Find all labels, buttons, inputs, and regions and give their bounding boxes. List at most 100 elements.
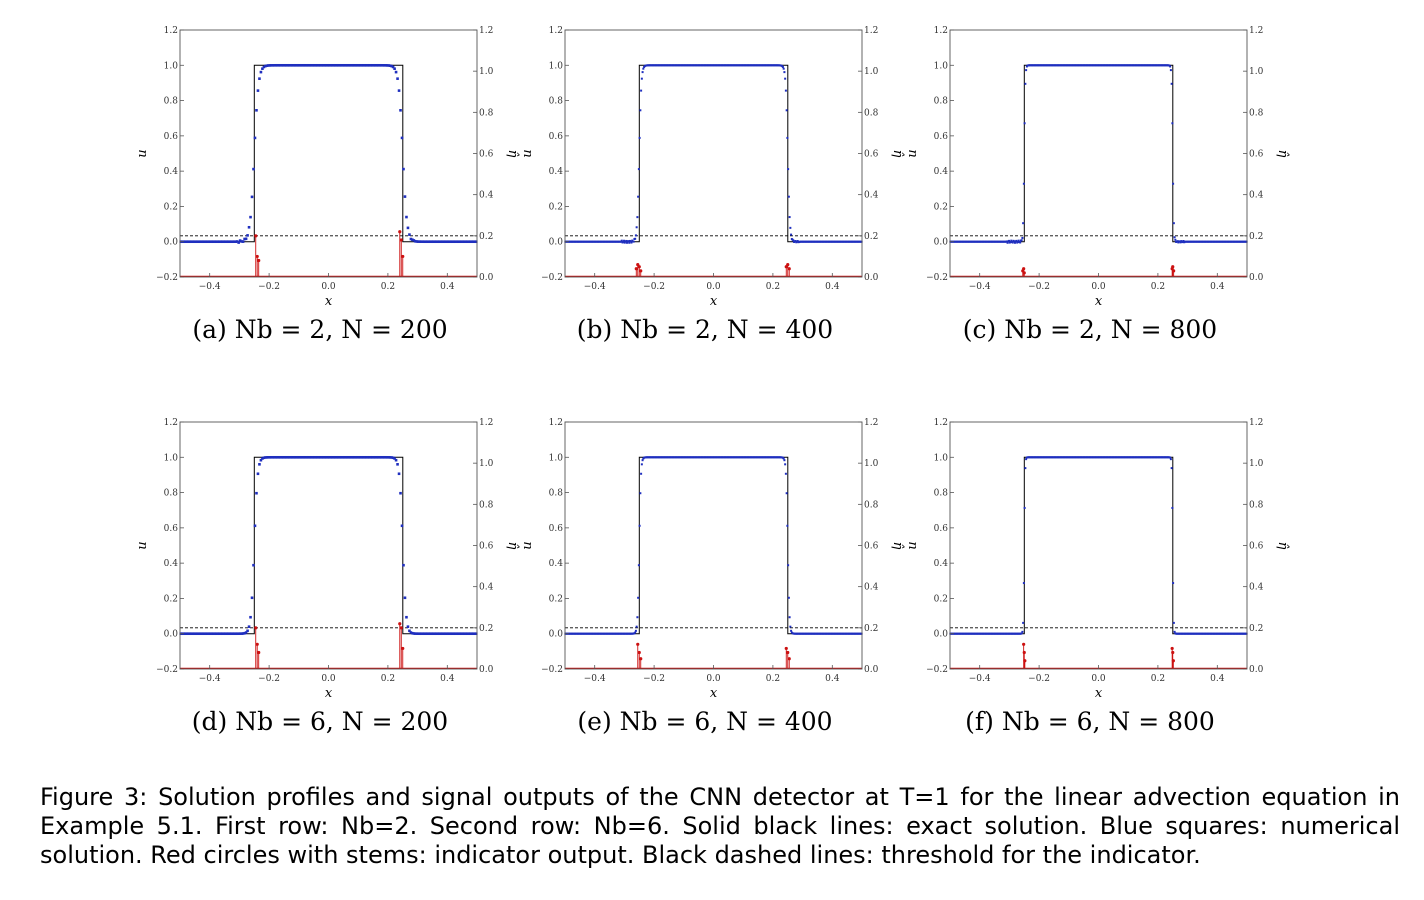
- numerical-point: [787, 564, 790, 567]
- y-right-tick-label: 0.2: [864, 232, 878, 242]
- numerical-point: [1172, 621, 1175, 624]
- y-right-tick-label: 0.2: [1249, 624, 1263, 634]
- numerical-point: [796, 240, 799, 243]
- numerical-point: [191, 632, 194, 636]
- numerical-point: [201, 632, 205, 636]
- numerical-point: [305, 455, 309, 459]
- x-tick-label: 0.2: [1151, 282, 1165, 292]
- numerical-point: [262, 456, 266, 460]
- numerical-point: [350, 63, 353, 67]
- numerical-point: [400, 524, 404, 528]
- numerical-point: [1008, 239, 1011, 242]
- numerical-point: [1171, 506, 1174, 509]
- numerical-point: [1013, 240, 1016, 243]
- numerical-point: [235, 240, 239, 243]
- x-tick-label: 0.4: [440, 674, 455, 684]
- numerical-point: [281, 63, 285, 67]
- numerical-point: [203, 240, 206, 244]
- numerical-point: [219, 632, 223, 636]
- numerical-point: [212, 632, 215, 636]
- numerical-point: [394, 458, 398, 462]
- numerical-point: [470, 632, 474, 636]
- indicator-point: [1022, 271, 1026, 275]
- numerical-point: [258, 463, 261, 466]
- y-right-tick-label: 0.8: [864, 108, 879, 118]
- x-tick-label: −0.4: [584, 674, 606, 684]
- numerical-point: [267, 64, 270, 67]
- y-right-tick-label: 1.2: [479, 418, 493, 428]
- numerical-point: [231, 240, 235, 244]
- numerical-point: [271, 64, 275, 67]
- numerical-point: [249, 215, 252, 219]
- chart-svg: −0.4 −0.2 0.0 0.2 0.4 −0.2 0.0 0.2 0.4 0.6 0.8 1.0 1…: [905, 26, 1290, 309]
- numerical-point: [636, 616, 639, 619]
- y-left-tick-label: 0.8: [549, 489, 564, 499]
- subcaption: (a) Nb = 2, N = 200: [192, 315, 448, 344]
- numerical-point: [323, 63, 327, 67]
- numerical-point: [369, 455, 373, 459]
- numerical-point: [293, 63, 297, 67]
- numerical-point: [412, 632, 416, 635]
- numerical-point: [204, 240, 208, 244]
- numerical-point: [316, 455, 319, 459]
- numerical-point: [324, 455, 328, 459]
- numerical-point: [253, 136, 257, 140]
- y-left-tick-label: 0.0: [549, 238, 564, 248]
- numerical-point: [425, 632, 429, 636]
- x-tick-label: 0.2: [766, 674, 780, 684]
- numerical-point: [783, 459, 786, 462]
- y-right-tick-label: 0.6: [864, 542, 879, 552]
- numerical-point: [1015, 239, 1018, 242]
- numerical-point: [449, 632, 453, 636]
- chart-panel-f: −0.4 −0.2 0.0 0.2 0.4 −0.2 0.0 0.2 0.4 0.6 0.8 1.0 1…: [890, 414, 1290, 774]
- numerical-point: [307, 63, 310, 67]
- numerical-point: [333, 63, 337, 67]
- numerical-point: [280, 455, 284, 459]
- numerical-point: [363, 63, 367, 67]
- numerical-point: [434, 240, 438, 244]
- numerical-point: [1023, 506, 1026, 509]
- numerical-point: [302, 63, 306, 67]
- numerical-point: [278, 63, 282, 67]
- indicator-point: [1170, 646, 1174, 651]
- indicator-point: [787, 267, 791, 271]
- numerical-point: [387, 456, 390, 459]
- numerical-point: [366, 63, 370, 67]
- numerical-point: [351, 455, 355, 459]
- numerical-point: [1169, 456, 1172, 459]
- numerical-point: [332, 455, 335, 459]
- numerical-point: [255, 109, 258, 112]
- x-tick-label: 0.2: [381, 674, 395, 684]
- numerical-point: [640, 77, 643, 80]
- numerical-point: [637, 596, 640, 599]
- numerical-point: [451, 632, 454, 636]
- numerical-point: [415, 240, 419, 243]
- x-tick-label: 0.0: [321, 674, 336, 684]
- numerical-point: [1176, 240, 1179, 243]
- indicator-point: [1023, 659, 1027, 663]
- numerical-point: [200, 632, 203, 636]
- numerical-point: [455, 632, 459, 636]
- numerical-point: [427, 632, 431, 636]
- numerical-point: [1172, 182, 1175, 185]
- numerical-point: [784, 472, 787, 475]
- numerical-point: [270, 455, 273, 459]
- numerical-point: [268, 64, 272, 67]
- indicator-point: [784, 646, 788, 651]
- numerical-point: [229, 240, 233, 244]
- numerical-point: [238, 239, 242, 242]
- y-right-tick-label: 0.2: [479, 624, 493, 634]
- y-right-tick-label: 0.8: [1249, 108, 1264, 118]
- numerical-point: [418, 240, 422, 243]
- numerical-point: [329, 455, 333, 459]
- numerical-point: [292, 455, 295, 459]
- indicator-point: [637, 650, 641, 655]
- numerical-point: [1172, 222, 1175, 225]
- numerical-point: [341, 63, 344, 67]
- numerical-point: [357, 63, 361, 67]
- y-left-tick-label: 0.6: [164, 524, 179, 534]
- numerical-point: [362, 63, 365, 67]
- y-left-tick-label: 0.2: [164, 594, 178, 604]
- numerical-point: [284, 455, 288, 459]
- numerical-point: [440, 240, 444, 244]
